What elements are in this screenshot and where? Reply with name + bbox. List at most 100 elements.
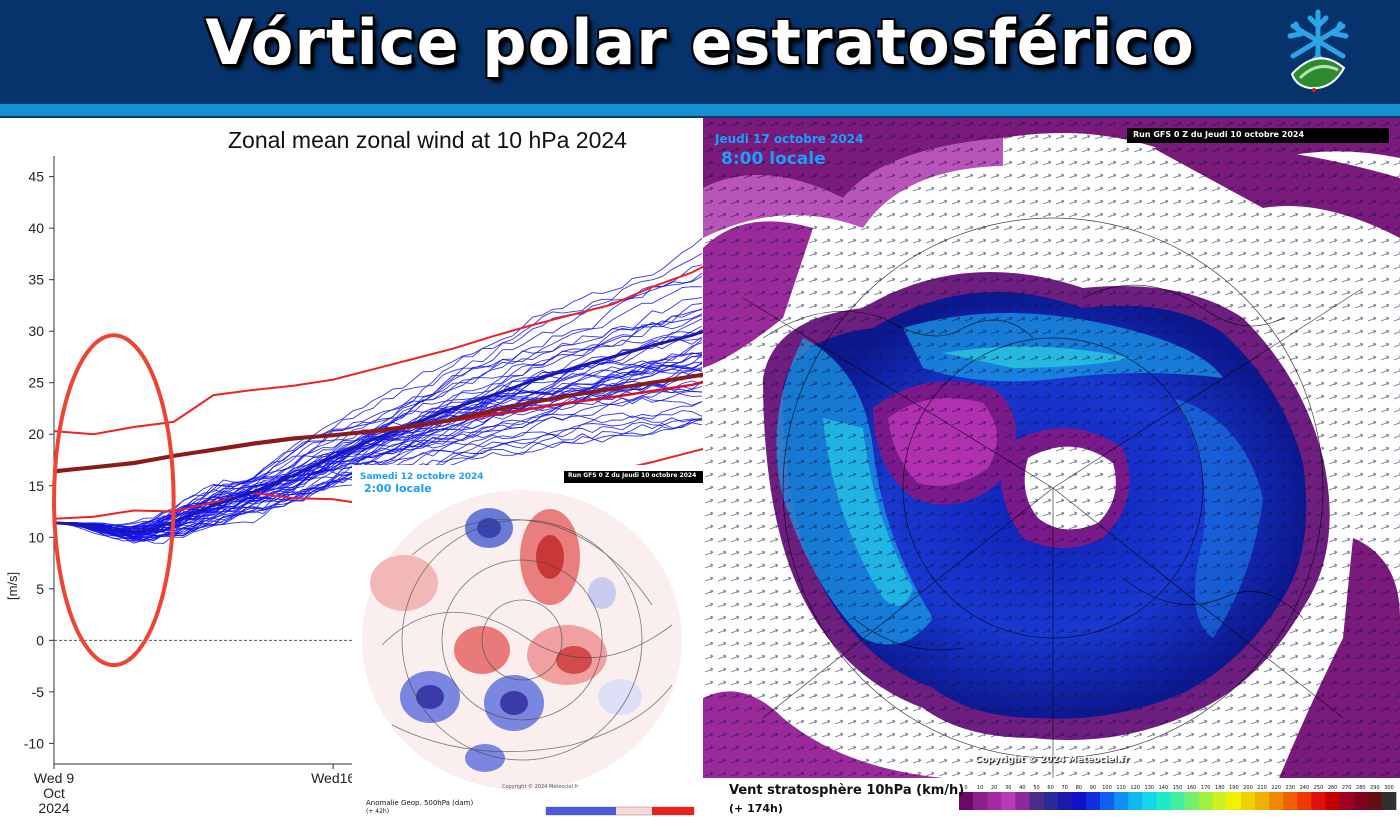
- scale-swatch: [1339, 792, 1354, 810]
- ensemble-member-line: [54, 237, 703, 532]
- chart-annotations: [51, 333, 176, 668]
- scale-value-label: 90: [1090, 785, 1096, 791]
- scale-swatch: [1255, 792, 1270, 810]
- y-tick-label: -5: [32, 684, 45, 700]
- scale-value-label: 80: [1076, 785, 1082, 791]
- scale-swatch: [1353, 792, 1369, 810]
- scale-swatch: [1043, 792, 1058, 810]
- x-tick-label: 2024: [38, 800, 69, 816]
- series-line-mean: [53, 372, 704, 474]
- scale-swatch: [1297, 792, 1312, 810]
- ensemble-member-line: [53, 422, 703, 542]
- scale-value-label: 270: [1342, 785, 1352, 791]
- ensemble-member-line: [53, 297, 703, 538]
- inset-time-label: 2:00 locale: [364, 482, 432, 495]
- y-tick-label: 0: [36, 632, 44, 648]
- scale-value-label: 210: [1257, 785, 1267, 791]
- scale-value-label: 170: [1201, 785, 1211, 791]
- scale-swatch: [1198, 792, 1213, 810]
- inset-date-label: Samedi 12 octobre 2024: [360, 472, 484, 482]
- scale-swatch: [987, 792, 1002, 810]
- scale-value-label: 100: [1102, 785, 1112, 791]
- snowflake-mountain-icon: [1287, 9, 1349, 92]
- scale-swatch: [1269, 792, 1284, 810]
- scale-swatch: [1142, 792, 1157, 810]
- stratospheric-wind-map: 0 10 20 30 40 50 60 70 80 90 100 110 120 130 140 150 160…: [703, 118, 1400, 817]
- scale-swatch: [1226, 792, 1242, 810]
- scale-value-label: 0: [964, 785, 967, 791]
- scale-value-label: 150: [1173, 785, 1183, 791]
- scale-value-label: 240: [1300, 785, 1310, 791]
- scale-value-label: 30: [1005, 785, 1011, 791]
- wind-map-field-label: Vent stratosphère 10hPa (km/h): [729, 783, 965, 798]
- wind-map-lead-label: (+ 174h): [729, 802, 783, 815]
- scale-swatch: [1325, 792, 1340, 810]
- scale-swatch: [1283, 792, 1298, 810]
- scale-value-label: 180: [1215, 785, 1225, 791]
- scale-swatch: [1029, 792, 1044, 810]
- y-tick-label: 15: [28, 478, 44, 494]
- ensemble-member-line: [53, 352, 703, 534]
- y-tick-label: 35: [28, 272, 44, 288]
- inset-lead-label: (+ 42h): [366, 808, 390, 815]
- scale-value-label: 220: [1271, 785, 1281, 791]
- chart-title: Zonal mean zonal wind at 10 hPa 2024: [228, 127, 627, 153]
- scale-value-label: 190: [1229, 785, 1239, 791]
- wind-map-date-label: Jeudi 17 octobre 2024: [715, 132, 864, 146]
- scale-swatch: [1100, 792, 1115, 810]
- scale-swatch: [1184, 792, 1199, 810]
- wind-map-copyright: Copyright © 2024 Meteociel.fr: [975, 755, 1130, 765]
- scale-value-label: 290: [1370, 785, 1380, 791]
- y-tick-label: 20: [28, 426, 44, 442]
- scale-value-label: 10: [977, 785, 983, 791]
- geopotential-anomaly-map: Samedi 12 octobre 2024 2:00 locale Run G…: [352, 465, 704, 817]
- wind-speed-color-scale: 0 10 20 30 40 50 60 70 80 90 100 110 120 130 140 150 160…: [959, 785, 1397, 810]
- scale-swatch: [959, 792, 974, 810]
- inset-copyright: Copyright © 2024 Meteociel.fr: [502, 784, 579, 790]
- scale-swatch: [1212, 792, 1228, 810]
- scale-value-label: 230: [1286, 785, 1296, 791]
- y-tick-label: 40: [28, 220, 44, 236]
- scale-value-label: 260: [1328, 785, 1338, 791]
- page-title: Vórtice polar estratosférico: [205, 6, 1195, 79]
- wind-map-time-label: 8:00 locale: [721, 149, 826, 169]
- scale-value-label: 40: [1019, 785, 1025, 791]
- wind-map-run-label: Run GFS 0 Z du Jeudi 10 octobre 2024: [1133, 130, 1305, 139]
- scale-value-label: 200: [1243, 785, 1253, 791]
- scale-value-label: 300: [1384, 785, 1394, 791]
- scale-swatch: [1001, 792, 1016, 810]
- scale-swatch: [1071, 792, 1087, 810]
- header-stripe: [0, 104, 1400, 118]
- scale-value-label: 120: [1130, 785, 1140, 791]
- wind-map-graphic: 0 10 20 30 40 50 60 70 80 90 100 110 120 130 140 150 160…: [703, 118, 1400, 817]
- scale-swatch: [1381, 792, 1397, 810]
- scale-value-label: 70: [1062, 785, 1068, 791]
- y-tick-label: 25: [28, 375, 44, 391]
- scale-swatch: [1367, 792, 1383, 810]
- series-line-upper: [53, 265, 704, 436]
- scale-swatch: [1015, 792, 1030, 810]
- scale-swatch: [1114, 792, 1129, 810]
- series-line-ensemble-mean: [53, 329, 704, 534]
- ensemble-member-line: [53, 382, 703, 534]
- scale-value-label: 20: [991, 785, 997, 791]
- y-axis-label: [m/s]: [5, 572, 20, 600]
- scale-value-label: 160: [1187, 785, 1197, 791]
- scale-value-label: 130: [1145, 785, 1155, 791]
- x-tick-label: Wed 9: [34, 770, 74, 786]
- scale-value-label: 250: [1314, 785, 1324, 791]
- anomaly-map-graphic: [352, 465, 704, 817]
- scale-value-label: 140: [1159, 785, 1169, 791]
- scale-swatch: [1240, 792, 1256, 810]
- y-tick-label: 45: [28, 169, 44, 185]
- scale-swatch: [1128, 792, 1143, 810]
- title-banner: Vórtice polar estratosférico: [0, 0, 1400, 104]
- scale-swatch: [1085, 792, 1101, 810]
- x-tick-label: Wed16: [311, 770, 355, 786]
- scale-value-label: 280: [1356, 785, 1366, 791]
- scale-swatch: [1170, 792, 1185, 810]
- y-tick-label: 30: [28, 323, 44, 339]
- inset-run-label: Run GFS 0 Z du Jeudi 10 octobre 2024: [568, 472, 697, 479]
- ensemble-member-line: [53, 395, 703, 535]
- inset-field-label: Anomalie Geop. 500hPa (dam): [366, 799, 474, 807]
